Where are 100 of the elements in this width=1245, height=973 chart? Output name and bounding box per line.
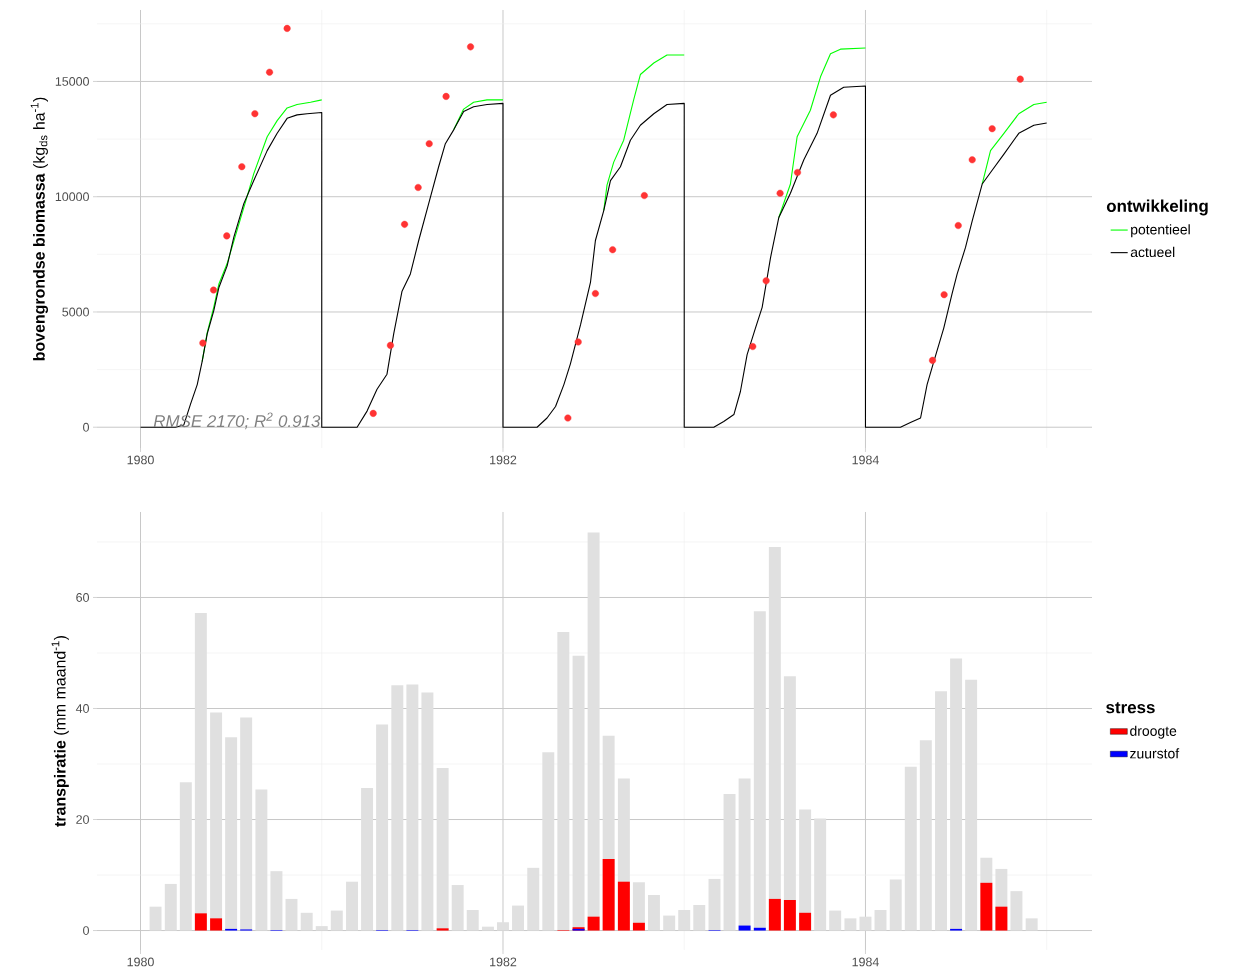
point: [401, 220, 409, 228]
bar: [889, 879, 902, 931]
point: [238, 163, 246, 171]
point: [609, 246, 617, 254]
bar: [829, 910, 842, 931]
bar: [225, 737, 238, 931]
legend-label: potentieel: [1131, 224, 1190, 238]
bar: [753, 611, 766, 931]
bar: [844, 918, 857, 931]
bar: [753, 927, 766, 931]
x-tick-label: 1984: [852, 957, 879, 967]
bar: [617, 881, 630, 931]
bar: [194, 913, 207, 931]
y-tick-label: 0: [83, 926, 89, 935]
y-axis-title: bovengrondse biomassa (kg$_{ds}$ ha$^{-1}$): [30, 97, 49, 361]
y-tick-label: 60: [76, 593, 89, 602]
point: [829, 111, 837, 119]
point: [1016, 75, 1024, 83]
bar: [1010, 891, 1023, 931]
point: [794, 169, 801, 176]
point: [749, 343, 757, 351]
bar: [919, 740, 932, 931]
point: [414, 183, 422, 191]
bar: [783, 900, 796, 931]
bar: [723, 793, 736, 931]
bar: [300, 912, 313, 931]
bar: [466, 910, 479, 931]
point: [251, 110, 259, 118]
legend-title: stress: [1106, 702, 1155, 714]
bar: [481, 926, 494, 931]
point: [386, 341, 394, 349]
x-tick-label: 1980: [127, 455, 154, 465]
x-tick-label: 1980: [127, 957, 154, 967]
point: [574, 338, 582, 346]
point: [223, 232, 231, 240]
y-tick-label: 40: [75, 704, 89, 713]
y-tick-label: 10000: [55, 192, 89, 202]
bar: [647, 895, 660, 931]
point: [591, 290, 599, 298]
legend-label: zuurstof: [1130, 748, 1180, 759]
bar: [602, 858, 615, 931]
bar: [935, 691, 948, 931]
bar: [421, 692, 434, 931]
bar: [980, 882, 993, 931]
bar: [768, 898, 781, 931]
bar: [270, 871, 283, 931]
point: [929, 356, 937, 364]
point: [283, 24, 291, 32]
y-tick-label: 5000: [62, 307, 89, 317]
point: [988, 125, 996, 133]
bar: [859, 916, 872, 931]
bar: [814, 818, 827, 931]
y-tick-label: 20: [76, 815, 89, 824]
bar: [799, 912, 812, 931]
x-tick-label: 1982: [490, 957, 517, 967]
bar: [149, 906, 162, 931]
bar: [708, 878, 721, 931]
x-tick-label: 1982: [490, 455, 517, 465]
bar: [240, 717, 253, 931]
bar: [1025, 918, 1038, 931]
point: [762, 277, 770, 285]
bar: [587, 916, 600, 931]
line-series: [139, 85, 1048, 428]
point: [564, 414, 572, 422]
bar: [874, 910, 887, 931]
bar: [527, 867, 540, 931]
bar: [255, 789, 268, 931]
bar: [451, 885, 464, 931]
bar: [361, 787, 374, 931]
point: [467, 43, 475, 51]
bar: [738, 925, 751, 931]
point: [369, 409, 377, 417]
point: [442, 92, 450, 100]
bar: [391, 685, 404, 931]
bar: [436, 928, 449, 931]
point: [954, 222, 962, 230]
bar: [210, 918, 223, 931]
bar: [950, 658, 963, 931]
x-tick-label: 1984: [852, 455, 879, 465]
y-tick-label: 15000: [55, 77, 89, 86]
bar: [904, 766, 917, 931]
bar: [330, 910, 343, 931]
legend-label: actueel: [1130, 246, 1175, 258]
bar: [995, 906, 1008, 931]
bar: [376, 724, 389, 931]
point: [266, 68, 274, 76]
bar: [164, 883, 177, 931]
legend-label: droogte: [1130, 725, 1177, 739]
y-axis-title: transpiratie (mm maand$^{-1}$): [51, 635, 69, 827]
bar: [965, 679, 978, 931]
bar: [406, 684, 419, 931]
bar: [693, 905, 706, 931]
point: [210, 286, 218, 294]
bar: [179, 782, 192, 931]
bar: [512, 905, 525, 931]
bar: [315, 926, 328, 931]
bar: [557, 631, 570, 931]
point: [199, 339, 207, 347]
point: [425, 140, 433, 148]
bar: [497, 922, 509, 931]
